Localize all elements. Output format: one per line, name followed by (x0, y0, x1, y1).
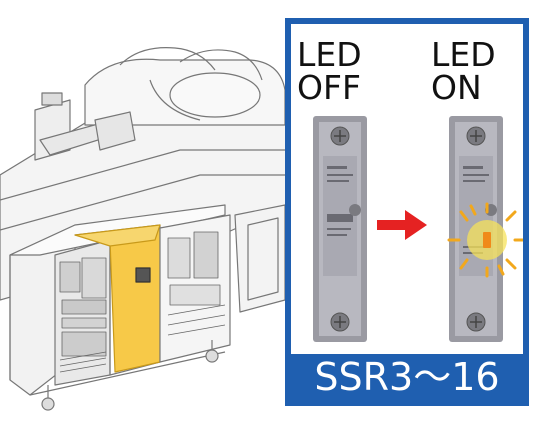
panel-content: LED OFF LED ON (291, 24, 523, 354)
ssr-range-caption: SSR3～16 (314, 355, 500, 399)
ssr-relay-off (313, 116, 367, 342)
led-off-label-line2: OFF (297, 68, 361, 107)
ssr-status-panel: LED OFF LED ON (285, 18, 529, 406)
led-off-label: LED OFF (297, 38, 362, 104)
led-glow-icon (447, 202, 523, 278)
led-on-label-line2: ON (431, 68, 482, 107)
machine-illustration (0, 47, 300, 411)
led-off-label-line1: LED (297, 35, 362, 74)
led-on-label: LED ON (431, 38, 496, 104)
right-arrow-icon (377, 210, 427, 240)
led-on-label-line1: LED (431, 35, 496, 74)
ssr-relay-on (447, 116, 523, 342)
